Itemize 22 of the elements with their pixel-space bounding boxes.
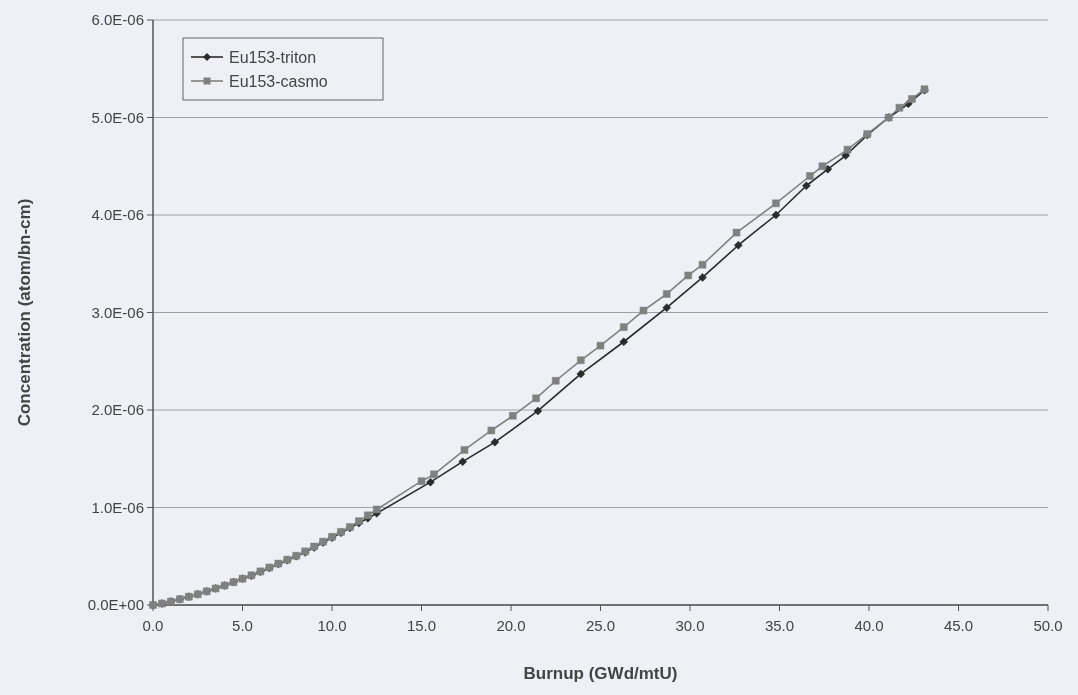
y-tick-label: 0.0E+00	[87, 596, 144, 613]
legend-label: Eu153-casmo	[229, 73, 328, 90]
x-tick-label: 5.0	[232, 617, 253, 634]
x-tick-label: 10.0	[317, 617, 347, 634]
x-tick-label: 50.0	[1033, 617, 1063, 634]
x-tick-label: 45.0	[943, 617, 974, 634]
x-tick-label: 40.0	[854, 617, 884, 634]
legend-label: Eu153-triton	[229, 49, 317, 66]
x-tick-label: 0.0	[142, 617, 164, 634]
y-tick-label: 1.0E-06	[91, 498, 144, 516]
y-tick-label: 6.0E-06	[91, 11, 144, 28]
y-axis-title: Concentration (atom/bn-cm)	[15, 198, 34, 427]
x-tick-label: 30.0	[675, 617, 705, 634]
x-tick-label: 25.0	[585, 617, 616, 634]
y-tick-label: 5.0E-06	[91, 108, 144, 126]
y-tick-label: 4.0E-06	[91, 206, 144, 223]
x-tick-label: 20.0	[496, 617, 526, 634]
y-tick-label: 3.0E-06	[91, 303, 144, 321]
x-axis-title: Burnup (GWd/mtU)	[523, 664, 678, 683]
x-tick-label: 15.0	[406, 617, 437, 634]
y-tick-label: 2.0E-06	[91, 401, 144, 418]
x-tick-label: 35.0	[764, 617, 795, 634]
